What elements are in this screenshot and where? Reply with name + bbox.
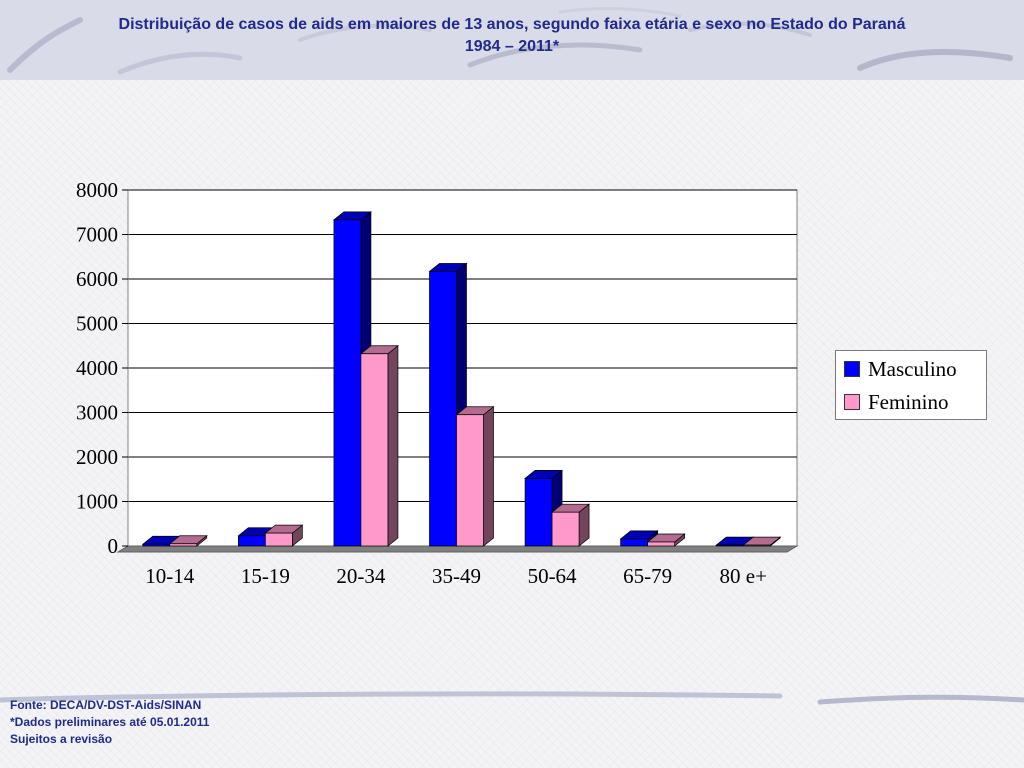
title-line-2: 1984 – 2011* [464,38,560,55]
bar-feminino-80 e+ [742,536,782,547]
bar-front [620,538,648,547]
bar-front [647,541,675,547]
y-tick-label: 7000 [76,223,118,247]
bar-front [142,543,171,547]
x-tick-label: 10-14 [145,564,194,588]
x-axis-ticks: 10-14 15-19 20-34 35-49 50-64 65-79 80 e+ [145,564,767,588]
legend-label-masculino: Masculino [868,356,957,381]
x-tick-label: 20-34 [336,564,385,588]
y-tick-label: 0 [108,534,119,558]
bar-feminino-20-34 [359,345,399,547]
y-tick-label: 1000 [76,490,118,514]
footer-revision: Sujeitos a revisão [10,732,113,746]
x-tick-label: 80 e+ [720,564,767,588]
bar-masculino-35-49 [428,262,468,547]
y-tick-label: 4000 [76,356,118,380]
bar-front [265,532,293,547]
y-tick-label: 3000 [76,401,118,425]
bar-front [429,271,457,547]
bar-feminino-35-49 [455,405,495,547]
chart-floor [116,545,799,553]
x-tick-label: 50-64 [528,564,577,588]
chart-legend: Masculino Feminino [835,350,987,420]
x-tick-label: 15-19 [241,564,290,588]
legend-swatch-masculino [844,361,860,377]
chart-bars [141,211,782,547]
header-decoration [7,7,1013,75]
bar-feminino-10-14 [168,535,208,547]
legend-label-feminino: Feminino [868,389,949,414]
y-axis-ticks: 0 1000 2000 3000 4000 5000 6000 7000 8000 [76,178,128,558]
bar-front [742,544,771,547]
header-band [0,0,1024,80]
bar-front [715,544,744,547]
bar-side [483,405,494,547]
legend-item-masculino: Masculino [844,356,957,382]
legend-item-feminino: Feminino [844,389,949,415]
title-line-1: Distribuição de casos de aids em maiores… [118,16,906,33]
bar-side [387,345,399,547]
y-tick-label: 6000 [76,267,118,291]
bar-feminino-65-79 [646,533,686,547]
x-tick-label: 35-49 [432,564,481,588]
bar-front [333,219,362,547]
y-tick-label: 5000 [76,312,118,336]
y-tick-label: 8000 [76,178,118,202]
bar-front [524,478,553,547]
bar-front [360,353,389,547]
bar-front [238,535,266,547]
y-tick-label: 2000 [76,445,118,469]
footer-notes: Fonte: DECA/DV-DST-Aids/SINAN *Dados pre… [10,697,209,748]
footer-decoration [0,691,1024,705]
bar-feminino-15-19 [264,524,304,547]
legend-swatch-feminino [844,394,860,410]
footer-source: Fonte: DECA/DV-DST-Aids/SINAN [10,698,202,712]
bar-front [456,414,484,547]
footer-preliminary: *Dados preliminares até 05.01.2011 [10,715,210,729]
slide-title: Distribuição de casos de aids em maiores… [0,14,1024,58]
bar-front [169,543,198,547]
x-tick-label: 65-79 [623,564,672,588]
bar-feminino-50-64 [551,503,591,547]
bar-front [551,511,580,547]
